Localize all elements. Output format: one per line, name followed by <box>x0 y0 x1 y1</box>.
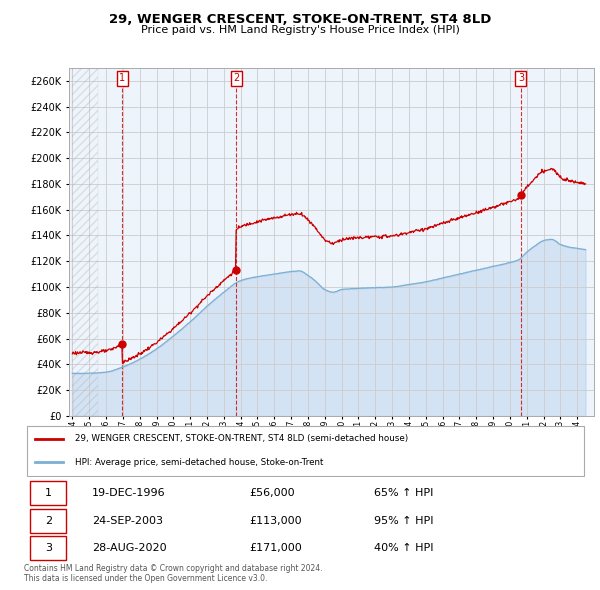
Text: 65% ↑ HPI: 65% ↑ HPI <box>374 489 433 499</box>
Text: 29, WENGER CRESCENT, STOKE-ON-TRENT, ST4 8LD: 29, WENGER CRESCENT, STOKE-ON-TRENT, ST4… <box>109 13 491 26</box>
FancyBboxPatch shape <box>29 481 66 505</box>
Text: 28-AUG-2020: 28-AUG-2020 <box>92 543 166 553</box>
Text: 1: 1 <box>45 489 52 499</box>
Text: 2: 2 <box>233 73 239 83</box>
Text: £171,000: £171,000 <box>250 543 302 553</box>
Text: 2: 2 <box>44 516 52 526</box>
Text: 1: 1 <box>119 73 125 83</box>
Text: £56,000: £56,000 <box>250 489 295 499</box>
Text: 19-DEC-1996: 19-DEC-1996 <box>92 489 166 499</box>
Text: HPI: Average price, semi-detached house, Stoke-on-Trent: HPI: Average price, semi-detached house,… <box>75 458 323 467</box>
Text: 3: 3 <box>518 73 524 83</box>
Text: 24-SEP-2003: 24-SEP-2003 <box>92 516 163 526</box>
Text: 40% ↑ HPI: 40% ↑ HPI <box>374 543 433 553</box>
Text: This data is licensed under the Open Government Licence v3.0.: This data is licensed under the Open Gov… <box>24 574 268 583</box>
Text: 3: 3 <box>45 543 52 553</box>
FancyBboxPatch shape <box>27 426 584 476</box>
FancyBboxPatch shape <box>29 509 66 533</box>
Text: 95% ↑ HPI: 95% ↑ HPI <box>374 516 433 526</box>
Text: Price paid vs. HM Land Registry's House Price Index (HPI): Price paid vs. HM Land Registry's House … <box>140 25 460 35</box>
Text: Contains HM Land Registry data © Crown copyright and database right 2024.: Contains HM Land Registry data © Crown c… <box>24 565 323 573</box>
FancyBboxPatch shape <box>29 536 66 560</box>
Text: £113,000: £113,000 <box>250 516 302 526</box>
Text: 29, WENGER CRESCENT, STOKE-ON-TRENT, ST4 8LD (semi-detached house): 29, WENGER CRESCENT, STOKE-ON-TRENT, ST4… <box>75 434 408 443</box>
